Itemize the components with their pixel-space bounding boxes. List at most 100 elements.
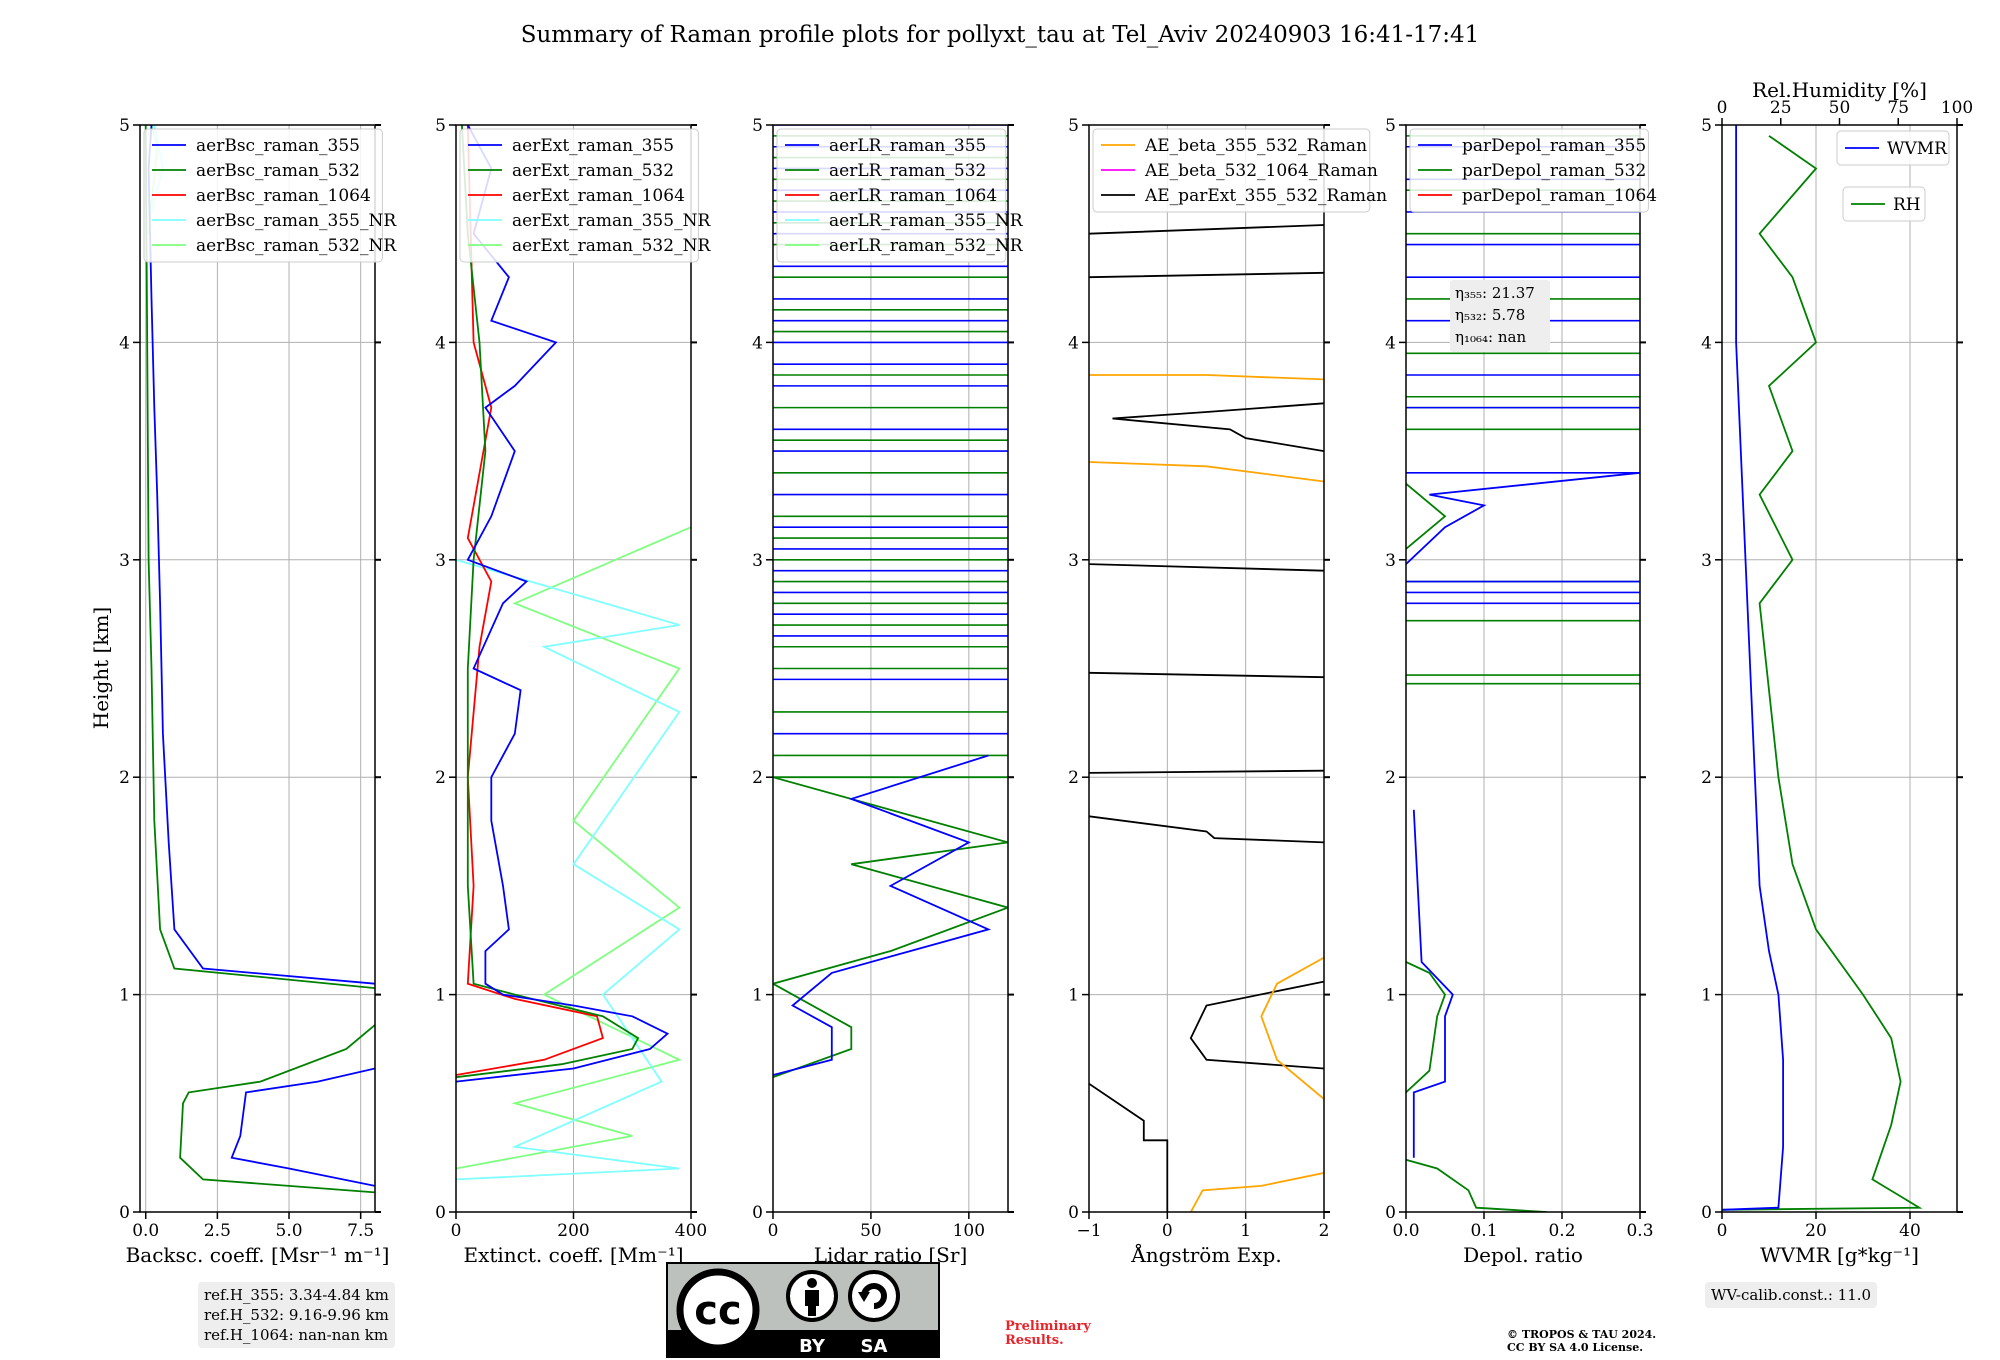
plot-area <box>1722 125 1923 1211</box>
series-line-aerBsc_raman_355 <box>147 125 375 1187</box>
y-tick-label: 3 <box>435 551 446 571</box>
x-tick-label: 0.1 <box>1470 1221 1497 1241</box>
x-axis-label: Backsc. coeff. [Msr⁻¹ m⁻¹] <box>126 1243 390 1267</box>
y-tick-label: 5 <box>435 116 446 136</box>
legend-box <box>1092 128 1371 213</box>
legend-label: aerBsc_raman_355_NR <box>196 211 397 231</box>
y-tick-label: 4 <box>435 333 446 353</box>
y-tick-label: 5 <box>752 116 763 136</box>
x-tick-label: 0.0 <box>132 1221 159 1241</box>
ref-height-1064: ref.H_1064: nan-nan km <box>204 1326 389 1344</box>
y-tick-label: 3 <box>119 551 130 571</box>
x-tick-label: 400 <box>675 1221 707 1241</box>
legend: aerBsc_raman_355 aerBsc_raman_532 aerBsc_r… <box>143 128 397 263</box>
legend: parDepol_raman_355 parDepol_raman_532 parD… <box>1409 128 1657 213</box>
y-tick-label: 3 <box>1068 551 1079 571</box>
sa-icon <box>848 1270 900 1322</box>
y-tick-label: 2 <box>1385 768 1396 788</box>
legend-label: aerExt_raman_532 <box>512 161 674 181</box>
legend-label: AE_parExt_355_532_Raman <box>1144 186 1387 206</box>
copyright-note: © TROPOS & TAU 2024. CC BY SA 4.0 Licens… <box>1507 1328 1657 1354</box>
legend-label: aerExt_raman_1064 <box>512 186 685 206</box>
series-line-WVMR <box>1722 125 1784 1211</box>
legend-box <box>1836 130 1950 166</box>
y-tick-label: 2 <box>752 768 763 788</box>
series-line-aerExt_raman_532 <box>456 125 640 1079</box>
legend: AE_beta_355_532_Raman AE_beta_532_1064_Ra… <box>1092 128 1387 213</box>
series-line-parDepol_raman_355 <box>1406 471 1640 1158</box>
legend-label: parDepol_raman_532 <box>1462 161 1646 181</box>
legend-label: RH <box>1893 195 1921 215</box>
legend-label: aerLR_raman_1064 <box>829 186 997 206</box>
chart-panel-1: 0.0 2.5 5.0 7.5 0 1 2 3 4 5 Backsc. coeff. [Msr⁻¹ … <box>119 116 397 1267</box>
legend-label: aerLR_raman_355_NR <box>829 211 1024 231</box>
x-axis-label: Ångström Exp. <box>1130 1242 1281 1267</box>
cc-license-badge: cc BY SA <box>666 1262 940 1358</box>
y-tick-label: 0 <box>1701 1203 1712 1223</box>
x-tick-label: 0.3 <box>1626 1221 1653 1241</box>
y-tick-label: 0 <box>1068 1203 1079 1223</box>
wv-calib-text: WV-calib.const.: 11.0 <box>1711 1286 1872 1304</box>
axes-frame <box>139 124 376 1213</box>
legend: WVMR RH <box>1836 130 1950 222</box>
y-tick-label: 5 <box>1701 116 1712 136</box>
svg-text:cc: cc <box>694 1288 741 1334</box>
y-tick-label: 2 <box>1068 768 1079 788</box>
preliminary-note: Preliminary Results. <box>1005 1319 1091 1348</box>
top-x-tick-label: 50 <box>1829 98 1851 118</box>
x-axis-label: Extinct. coeff. [Mm⁻¹] <box>463 1243 683 1267</box>
x-tick-label: 0 <box>768 1221 779 1241</box>
plot-area <box>456 125 691 1181</box>
cc-icon <box>676 1268 760 1352</box>
y-tick-label: 2 <box>1701 768 1712 788</box>
legend-box <box>143 128 383 263</box>
series-line-aerExt_raman_1064 <box>456 125 604 1076</box>
wv-calib-box: WV-calib.const.: 11.0 <box>1705 1282 1878 1308</box>
series-line-AE_parExt_355_532_Raman <box>1089 224 1324 1212</box>
x-tick-label: 200 <box>557 1221 589 1241</box>
x-tick-label: 50 <box>860 1221 882 1241</box>
x-tick-label: 0 <box>1717 1221 1728 1241</box>
x-tick-label: 40 <box>1899 1221 1921 1241</box>
legend-box <box>1409 128 1649 213</box>
legend-label: parDepol_raman_355 <box>1462 136 1646 156</box>
y-tick-label: 0 <box>435 1203 446 1223</box>
y-tick-label: 1 <box>752 986 763 1006</box>
y-tick-label: 3 <box>752 551 763 571</box>
x-tick-label: 0 <box>1162 1221 1173 1241</box>
series-line-aerExt_raman_355 <box>456 125 670 1083</box>
legend-label: aerLR_raman_355 <box>829 136 986 156</box>
x-tick-label: 0.2 <box>1548 1221 1575 1241</box>
ref-height-355: ref.H_355: 3.34-4.84 km <box>204 1286 389 1304</box>
legend-box <box>776 128 1007 263</box>
series-line-aerLR_raman_532 <box>773 776 1008 1079</box>
y-tick-label: 2 <box>119 768 130 788</box>
y-tick-label: 1 <box>1385 986 1396 1006</box>
legend-label: WVMR <box>1887 139 1948 159</box>
legend-label: aerBsc_raman_355 <box>196 136 360 156</box>
legend-label: AE_beta_355_532_Raman <box>1144 136 1367 156</box>
legend-label: aerBsc_raman_532 <box>196 161 360 181</box>
x-tick-label: 0.0 <box>1392 1221 1419 1241</box>
legend-label: aerLR_raman_532_NR <box>829 236 1024 256</box>
legend-label: aerExt_raman_355_NR <box>512 211 711 231</box>
y-tick-label: 0 <box>119 1203 130 1223</box>
eta-annotation-line: η₃₅₅: 21.37 <box>1455 284 1535 302</box>
y-tick-label: 1 <box>435 986 446 1006</box>
y-tick-label: 0 <box>1385 1203 1396 1223</box>
series-line-parDepol_raman_532 <box>1406 483 1547 1212</box>
y-tick-label: 1 <box>1701 986 1712 1006</box>
y-tick-label: 3 <box>1385 551 1396 571</box>
legend-label: aerExt_raman_532_NR <box>512 236 711 256</box>
legend-box <box>459 128 699 263</box>
y-tick-label: 4 <box>752 333 763 353</box>
x-tick-label: 1 <box>1240 1221 1251 1241</box>
series-line-AE_beta_355_532_Raman <box>1089 374 1324 1212</box>
y-axis-label: Height [km] <box>89 607 113 729</box>
legend: aerExt_raman_355 aerExt_raman_532 aerExt_r… <box>459 128 711 263</box>
y-tick-label: 5 <box>1068 116 1079 136</box>
top-x-tick-label: 100 <box>1941 98 1973 118</box>
